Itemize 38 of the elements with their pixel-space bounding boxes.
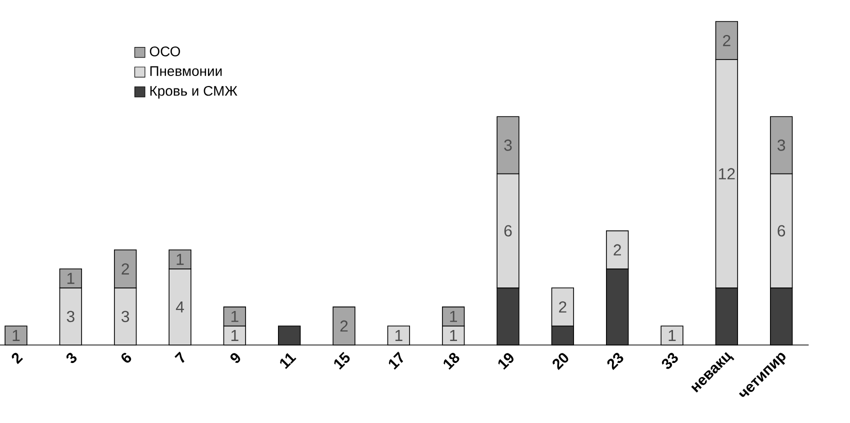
data-label: 3	[504, 140, 512, 151]
data-label: 2	[559, 301, 566, 312]
x-tick-label: 3	[66, 352, 77, 364]
data-label: 1	[231, 330, 238, 341]
x-tick-label: 33	[662, 352, 678, 369]
data-label: 1	[668, 330, 676, 341]
data-label: 2	[723, 34, 730, 46]
x-tick-label: 19	[498, 353, 514, 370]
data-label: 2	[122, 263, 129, 274]
data-label: 1	[176, 254, 184, 265]
x-tick-label: 2	[12, 352, 23, 364]
x-tick-label: 18	[444, 352, 460, 370]
x-tick-label: 23	[607, 352, 624, 370]
data-label: 2	[614, 244, 621, 256]
legend-label: ОСО	[150, 46, 180, 56]
x-tick-label: 15	[334, 352, 350, 370]
x-tick-label: 9	[230, 353, 240, 363]
legend-label: Пневмонии	[150, 66, 222, 76]
data-label: 3	[778, 140, 786, 151]
data-label: 12	[719, 168, 735, 180]
data-label: 3	[66, 310, 74, 322]
data-label: 1	[450, 310, 457, 322]
data-label: 4	[176, 301, 184, 312]
data-label: 1	[231, 310, 238, 322]
data-label: 3	[121, 310, 130, 322]
x-tick-label: 17	[388, 352, 404, 370]
x-tick-label: 20	[552, 353, 568, 370]
data-label: 6	[778, 225, 786, 236]
x-tick-label: 7	[174, 352, 184, 363]
data-label: 1	[67, 272, 74, 284]
data-label: 1	[450, 330, 457, 341]
data-label: 2	[340, 320, 348, 332]
x-tick-label: 6	[121, 352, 132, 363]
data-label: 1	[12, 330, 20, 341]
data-label: 6	[504, 225, 512, 236]
data-label: 1	[395, 330, 402, 341]
legend-label: Кровь и СМЖ	[150, 86, 238, 99]
x-tick-label: 11	[280, 353, 296, 369]
